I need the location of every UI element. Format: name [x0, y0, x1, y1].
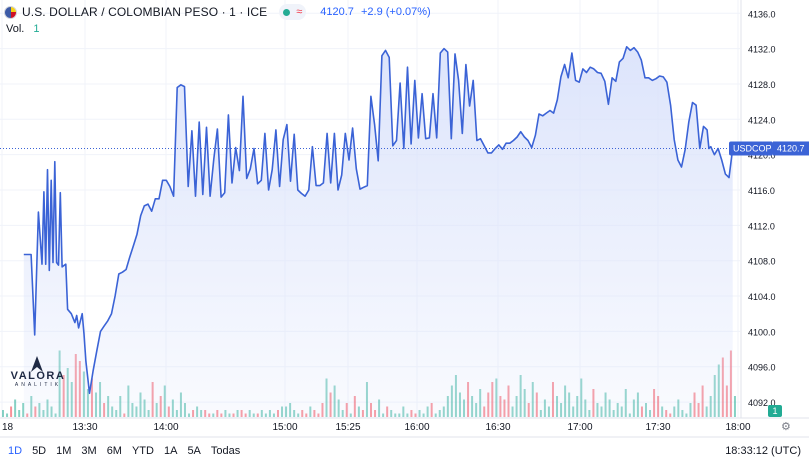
timeframe-ytd[interactable]: YTD — [131, 445, 154, 457]
volume-bar — [22, 403, 25, 417]
volume-bar — [733, 396, 736, 417]
x-tick-label: 18:00 — [725, 422, 750, 433]
volume-scale-badge: 1 — [768, 405, 782, 417]
volume-label: Vol. — [6, 23, 25, 35]
volume-bar — [14, 399, 17, 417]
volume-legend[interactable]: Vol. 1 — [6, 23, 40, 35]
last-price: 4120.7 — [320, 6, 354, 18]
volume-bar — [10, 406, 13, 417]
x-tick-label: 16:30 — [485, 422, 510, 433]
y-tick-label: 4116.0 — [748, 186, 775, 196]
price-tag-value-bg — [773, 141, 809, 156]
symbol-title[interactable]: U.S. DOLLAR / COLOMBIAN PESO · 1 · ICE — [22, 5, 268, 19]
x-tick-label: 15:25 — [335, 422, 360, 433]
x-tick-label: 17:30 — [645, 422, 670, 433]
y-tick-label: 4132.0 — [748, 45, 776, 55]
price-tag-symbol-bg — [729, 141, 773, 156]
chart-header: U.S. DOLLAR / COLOMBIAN PESO · 1 · ICE ≈… — [4, 3, 431, 21]
x-tick-label: 17:00 — [567, 422, 592, 433]
clock-readout[interactable]: 18:33:12 (UTC) — [725, 445, 801, 457]
timeframe-5d[interactable]: 5D — [32, 445, 47, 457]
y-tick-label: 4100.0 — [748, 327, 776, 337]
price-area — [23, 46, 733, 419]
volume-bar — [6, 413, 9, 417]
timeframe-1d[interactable]: 1D — [8, 445, 23, 457]
timeframe-1m[interactable]: 1M — [56, 445, 72, 457]
y-tick-label: 4104.0 — [748, 292, 776, 302]
x-tick-label: 16:00 — [404, 422, 429, 433]
y-tick-label: 4092.0 — [748, 398, 776, 408]
timeframe-bar: 1D 5D 1M 3M 6M YTD 1A 5A Todas — [8, 445, 250, 457]
branding-logo: VALORA ANALITIK — [8, 356, 68, 388]
price-tag-symbol: USDCOP — [733, 143, 772, 153]
y-tick-label: 4124.0 — [748, 115, 776, 125]
volume-bar — [18, 410, 21, 417]
price-tag-value: 4120.7 — [777, 143, 805, 153]
price-change: +2.9 (+0.07%) — [360, 6, 431, 18]
price-line[interactable] — [23, 46, 734, 395]
timeframe-5a[interactable]: 5A — [187, 445, 201, 457]
timeframe-1a[interactable]: 1A — [163, 445, 178, 457]
logo-mark-icon — [31, 356, 43, 372]
y-tick-label: 4120.0 — [748, 151, 776, 161]
y-tick-label: 4136.0 — [748, 9, 776, 19]
x-tick-label: 15:00 — [272, 422, 297, 433]
timeframe-6m[interactable]: 6M — [106, 445, 122, 457]
timeframe-3m[interactable]: 3M — [81, 445, 97, 457]
logo-name: VALORA — [10, 370, 66, 382]
quote-summary: 4120.7 +2.9 (+0.07%) — [320, 6, 430, 18]
currency-flag-icon — [4, 5, 17, 19]
volume-bar — [2, 410, 4, 417]
y-tick-label: 4128.0 — [748, 80, 776, 90]
status-pills[interactable]: ≈ — [279, 4, 307, 20]
market-open-icon — [283, 8, 291, 16]
x-tick-label: 18 — [2, 422, 14, 433]
approx-icon: ≈ — [296, 6, 303, 18]
volume-value: 1 — [33, 23, 40, 35]
timeframe-todas[interactable]: Todas — [210, 445, 241, 457]
x-tick-label: 14:00 — [153, 422, 178, 433]
y-tick-label: 4108.0 — [748, 257, 776, 267]
settings-gear-icon[interactable]: ⚙ — [781, 421, 791, 433]
y-tick-label: 4112.0 — [748, 221, 775, 231]
logo-subtitle: ANALITIK — [14, 382, 62, 388]
x-tick-label: 13:30 — [72, 422, 97, 433]
y-tick-label: 4096.0 — [748, 363, 776, 373]
